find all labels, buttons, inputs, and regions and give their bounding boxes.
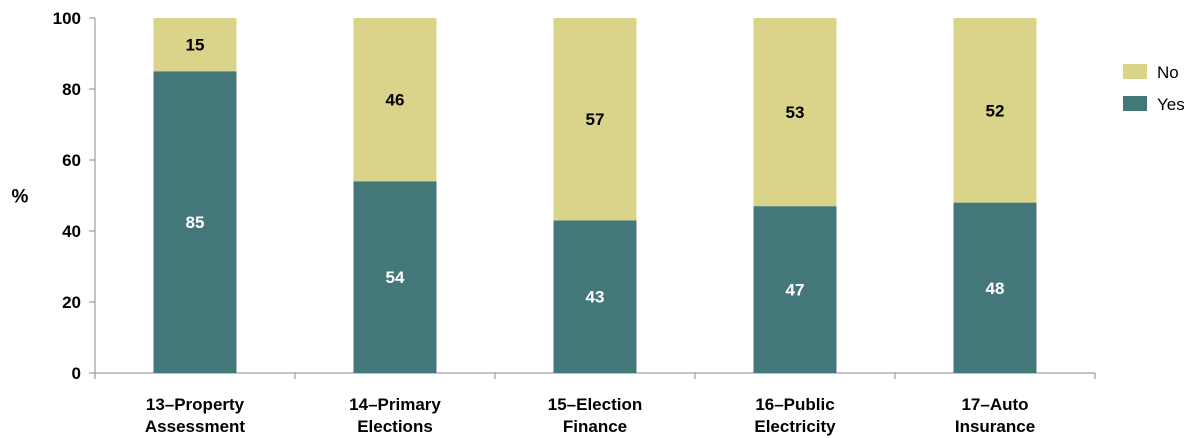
y-axis-label: % xyxy=(12,187,29,208)
legend-label-yes: Yes xyxy=(1157,95,1185,114)
y-tick-label: 80 xyxy=(62,80,81,99)
y-tick-label: 100 xyxy=(53,9,81,28)
axes: 0 20 40 60 80 100% 13–Property Assessment 14–Pri… xyxy=(12,9,1096,436)
legend: No Yes xyxy=(1123,63,1185,114)
y-tick-label: 0 xyxy=(72,364,81,383)
bar-no xyxy=(553,18,637,221)
x-category-label: Insurance xyxy=(955,417,1035,436)
data-label-yes: 47 xyxy=(786,281,805,300)
y-tick-label: 40 xyxy=(62,222,81,241)
x-category-label: 16–Public xyxy=(755,395,834,414)
data-labels: 85 15 54 46 43 57 47 53 48 52 xyxy=(186,36,1005,307)
data-label-no: 15 xyxy=(186,36,205,55)
x-category-label: Assessment xyxy=(145,417,246,436)
bar-yes xyxy=(753,206,837,373)
x-category-label: 13–Property xyxy=(146,395,245,414)
data-label-yes: 54 xyxy=(386,268,405,287)
y-tick-label: 60 xyxy=(62,151,81,170)
x-category-label: 15–Election xyxy=(548,395,643,414)
bar-yes xyxy=(553,220,637,373)
bar-no xyxy=(753,18,837,207)
data-label-yes: 48 xyxy=(986,279,1005,298)
x-category-label: Electricity xyxy=(754,417,836,436)
legend-label-no: No xyxy=(1157,63,1179,82)
data-label-yes: 85 xyxy=(186,213,205,232)
data-label-no: 46 xyxy=(386,91,405,110)
legend-swatch-no xyxy=(1123,64,1147,79)
x-category-label: Finance xyxy=(563,417,627,436)
bar-no xyxy=(353,18,437,182)
data-label-no: 52 xyxy=(986,101,1005,120)
data-label-yes: 43 xyxy=(586,288,605,307)
legend-swatch-yes xyxy=(1123,96,1147,111)
y-tick-label: 20 xyxy=(62,293,81,312)
x-category-label: 17–Auto xyxy=(961,395,1028,414)
bar-yes xyxy=(953,202,1037,373)
bar-no xyxy=(953,18,1037,203)
bar-yes xyxy=(153,71,237,373)
bar-yes xyxy=(353,181,437,373)
x-category-label: 14–Primary xyxy=(349,395,441,414)
data-label-no: 53 xyxy=(786,103,805,122)
data-label-no: 57 xyxy=(586,110,605,129)
bars xyxy=(153,18,1037,373)
bar-no xyxy=(153,18,237,72)
x-category-label: Elections xyxy=(357,417,433,436)
